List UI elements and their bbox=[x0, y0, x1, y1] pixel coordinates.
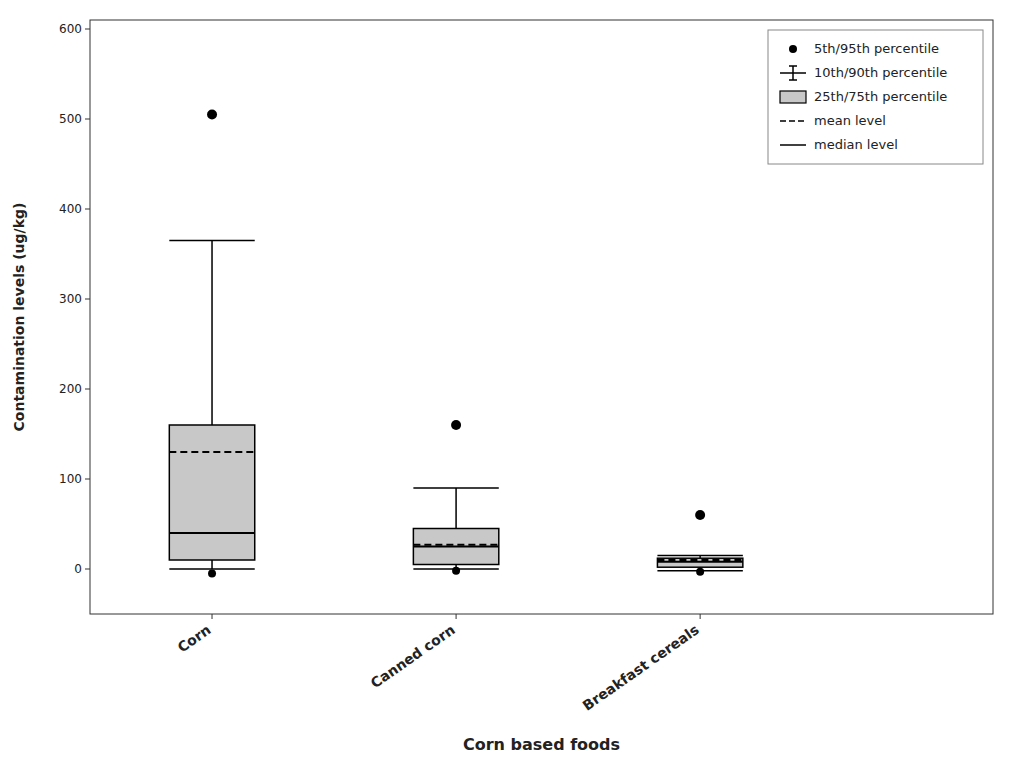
point-low bbox=[696, 568, 704, 576]
legend-handle bbox=[780, 91, 806, 103]
point-low bbox=[208, 570, 216, 578]
legend-label: 5th/95th percentile bbox=[814, 41, 939, 56]
series-line bbox=[169, 533, 743, 562]
x-tick bbox=[212, 614, 213, 619]
y-tick bbox=[85, 569, 90, 570]
series-line bbox=[169, 452, 743, 560]
x-axis-label: Corn based foods bbox=[463, 735, 620, 754]
y-tick-label: 0 bbox=[74, 562, 82, 576]
point-high bbox=[207, 110, 217, 120]
marks bbox=[169, 110, 743, 578]
box bbox=[413, 529, 498, 565]
y-axis-label: Contamination levels (ug/kg) bbox=[11, 203, 27, 432]
legend-frame bbox=[768, 30, 983, 164]
mean-line bbox=[169, 451, 254, 453]
y-tick bbox=[85, 209, 90, 210]
median-line bbox=[657, 561, 742, 563]
y-tick bbox=[85, 299, 90, 300]
x-tick bbox=[700, 614, 701, 619]
whisker-high bbox=[413, 488, 498, 529]
point-low bbox=[452, 567, 460, 575]
mean-line bbox=[413, 544, 498, 546]
legend-label: 10th/90th percentile bbox=[814, 65, 947, 80]
y-tick-label: 300 bbox=[59, 292, 82, 306]
x-axis: Corn Canned corn Breakfast cereals bbox=[174, 614, 701, 714]
series-points bbox=[207, 110, 705, 578]
whisker-high bbox=[169, 241, 254, 426]
x-tick bbox=[456, 614, 457, 619]
box bbox=[657, 558, 742, 567]
point-high bbox=[695, 510, 705, 520]
median-line bbox=[413, 546, 498, 548]
legend-handle bbox=[780, 120, 806, 122]
y-tick bbox=[85, 29, 90, 30]
y-tick bbox=[85, 119, 90, 120]
y-tick bbox=[85, 389, 90, 390]
series-box bbox=[169, 425, 743, 567]
box bbox=[169, 425, 254, 560]
y-tick-label: 200 bbox=[59, 382, 82, 396]
x-tick-label: Canned corn bbox=[368, 621, 458, 691]
x-tick-label: Corn bbox=[174, 621, 213, 655]
y-tick-label: 400 bbox=[59, 202, 82, 216]
legend-handle bbox=[789, 45, 797, 53]
mean-line bbox=[657, 559, 742, 561]
y-axis: 0 100 200 300 400 500 600 bbox=[59, 22, 90, 576]
legend-handle bbox=[780, 144, 806, 146]
x-tick-label: Breakfast cereals bbox=[580, 621, 702, 713]
y-tick-label: 100 bbox=[59, 472, 82, 486]
y-tick bbox=[85, 479, 90, 480]
plot-frame bbox=[90, 20, 993, 614]
legend-label: mean level bbox=[814, 113, 886, 128]
legend-label: 25th/75th percentile bbox=[814, 89, 947, 104]
y-tick-label: 500 bbox=[59, 112, 82, 126]
chart: 0 100 200 300 400 500 600 Corn Canned corn Breakf… bbox=[0, 0, 1013, 764]
point-high bbox=[451, 420, 461, 430]
y-tick-label: 600 bbox=[59, 22, 82, 36]
series-whisker bbox=[169, 241, 743, 571]
legend-handle bbox=[780, 66, 806, 80]
legend-label: median level bbox=[814, 137, 898, 152]
legend: 5th/95th percentile 10th/90th percentile 2… bbox=[768, 30, 983, 164]
median-line bbox=[169, 532, 254, 534]
whisker-low bbox=[169, 560, 254, 569]
